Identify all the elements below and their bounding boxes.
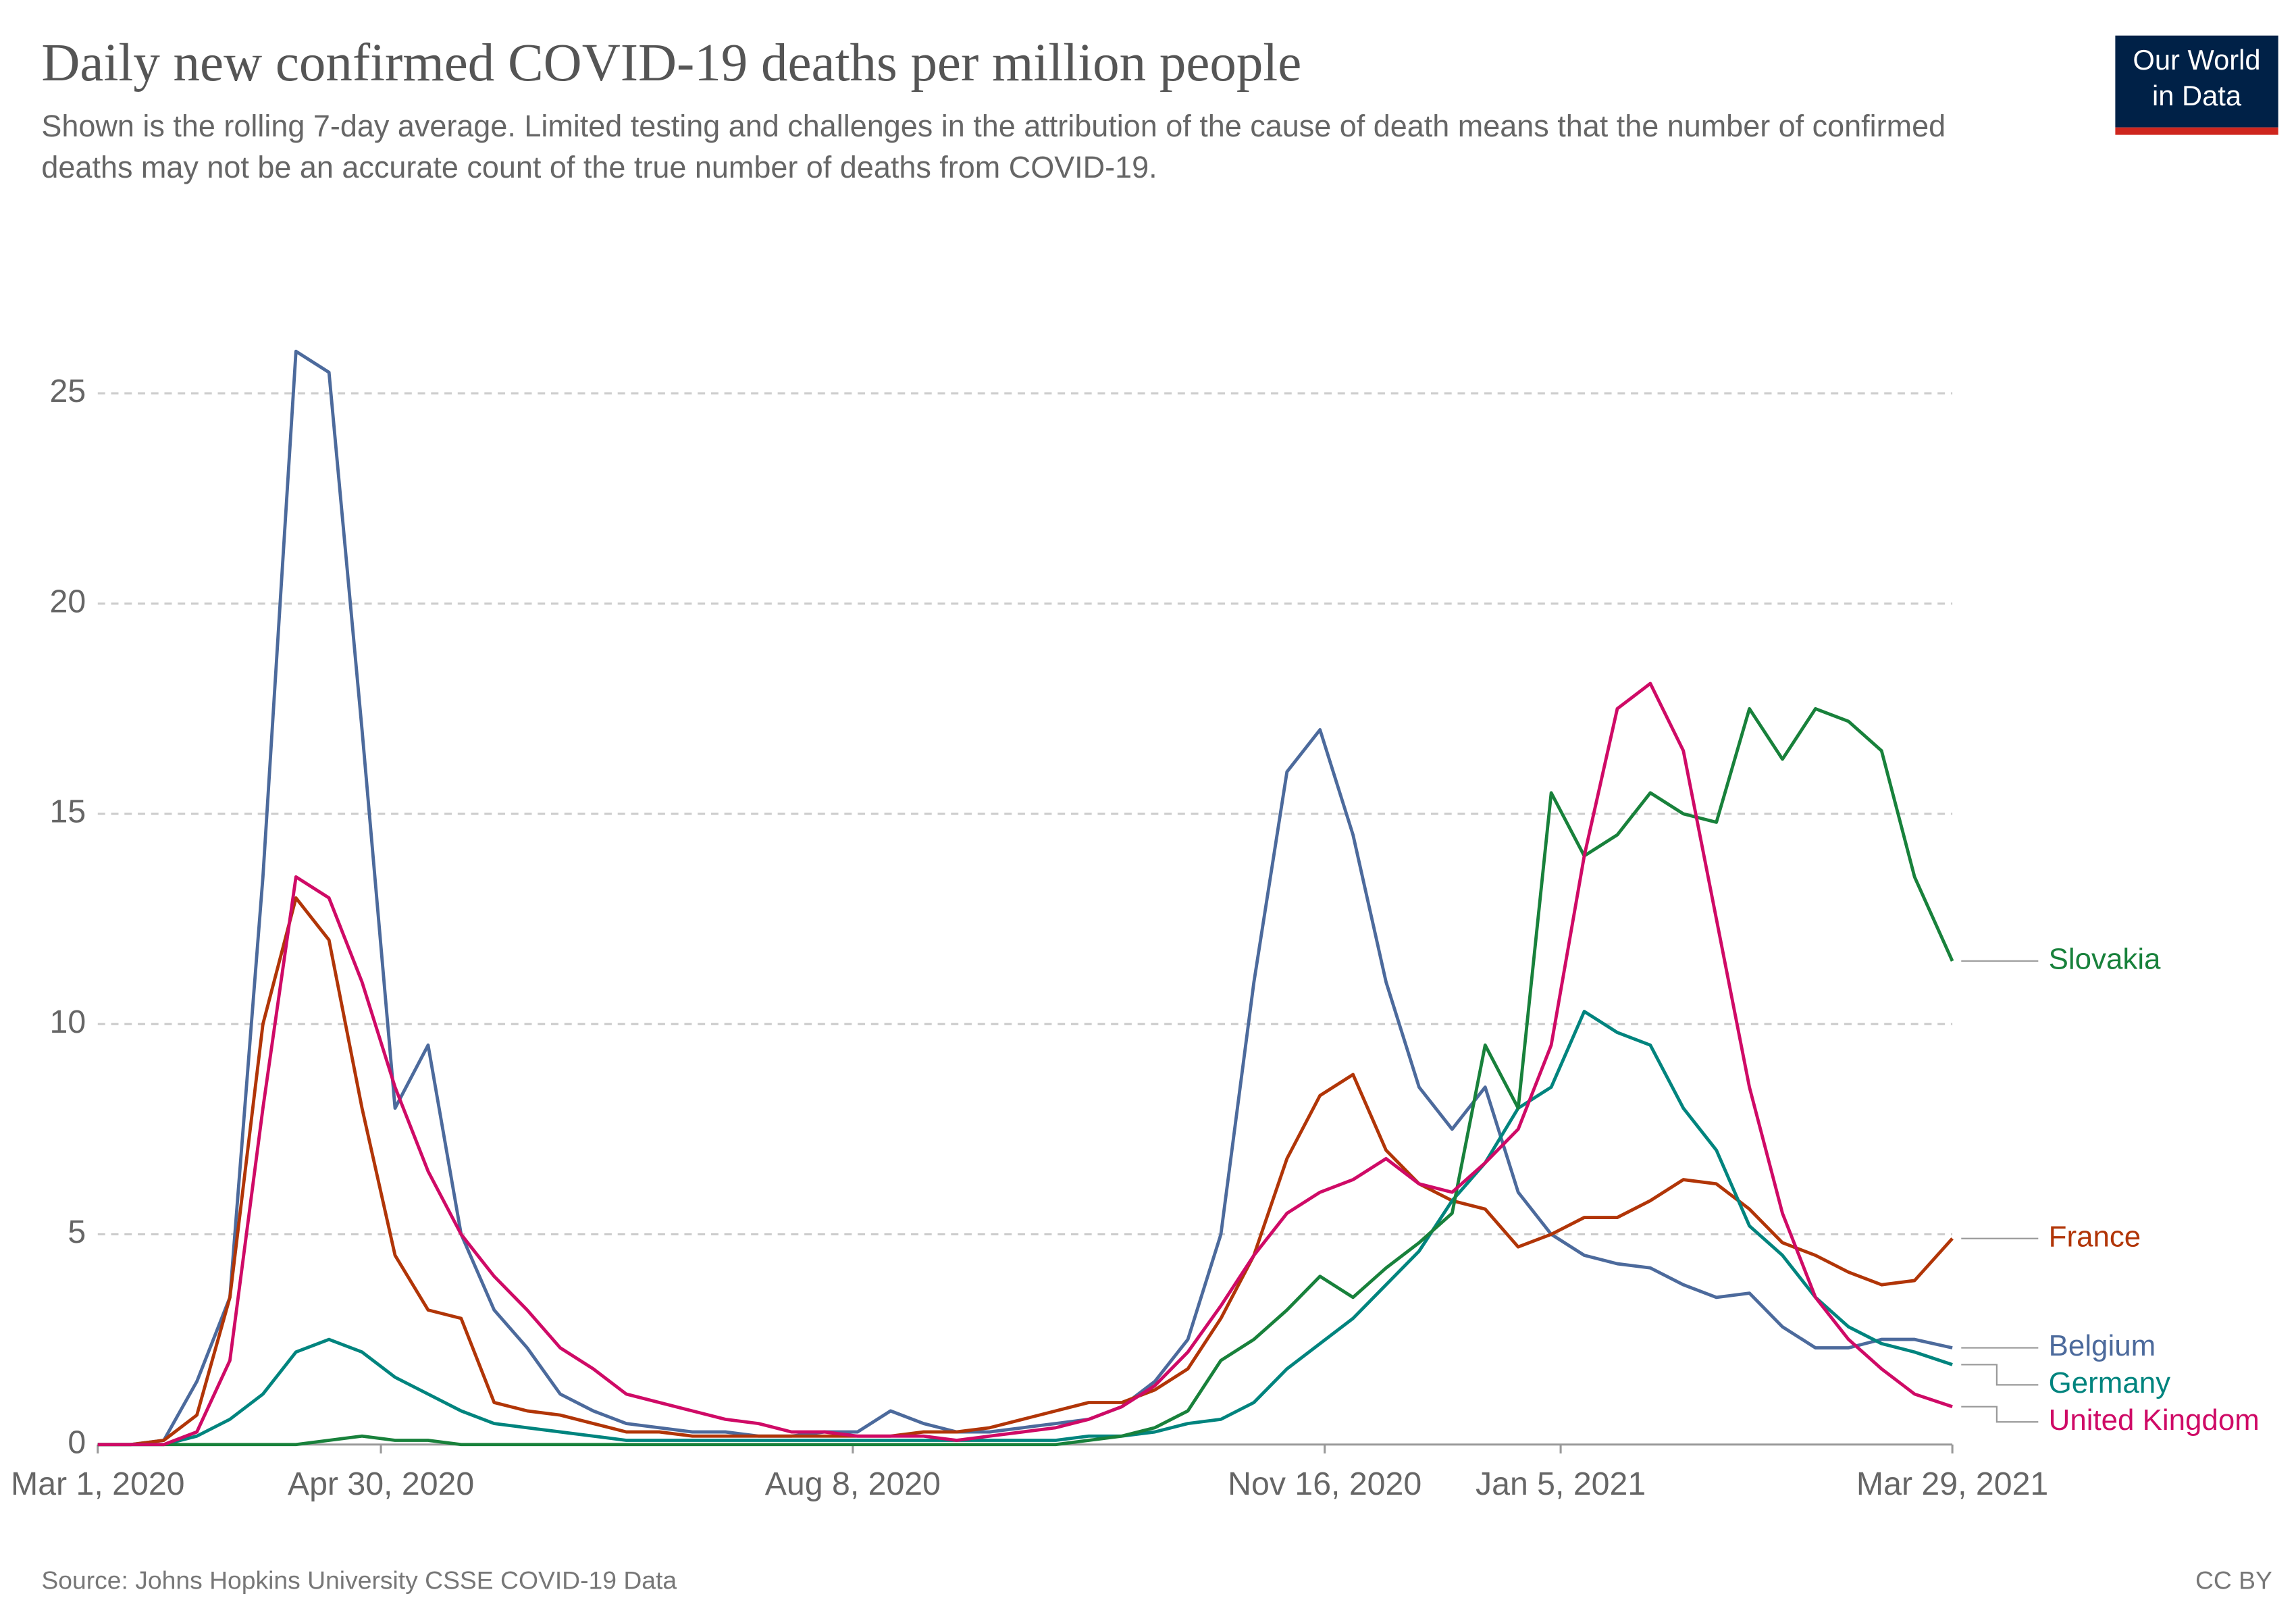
y-tick-label: 20: [50, 583, 86, 619]
license: CC BY: [2195, 1566, 2272, 1595]
subtitle-box: Shown is the rolling 7-day average. Limi…: [41, 109, 1946, 186]
series-label: Germany: [2049, 1366, 2170, 1399]
series-line: [97, 349, 1953, 1447]
label-connector: [1961, 1364, 2039, 1386]
logo-text-box: Our World in Data: [2133, 46, 2261, 113]
series-line: [97, 896, 1954, 1447]
x-tick-label: Mar 29, 2021: [1856, 1466, 2048, 1502]
y-tick-label: 25: [50, 373, 86, 409]
series-label: France: [2049, 1220, 2141, 1253]
series-label: Belgium: [2049, 1329, 2156, 1362]
series-label: United Kingdom: [2049, 1404, 2260, 1437]
source: Source: Johns Hopkins University CSSE CO…: [41, 1566, 677, 1595]
x-tick-label: Jan 5, 2021: [1476, 1466, 1646, 1502]
y-tick-label: 0: [68, 1424, 86, 1460]
chart-title: Daily new confirmed COVID-19 deaths per …: [41, 34, 1301, 93]
x-tick-label: Mar 1, 2020: [11, 1466, 184, 1502]
label-connector: [1961, 1406, 2039, 1423]
series-line: [97, 681, 1953, 1447]
logo: Our World in Data: [2133, 46, 2261, 113]
y-tick-label: 5: [68, 1214, 86, 1250]
chart-subtitle: Shown is the rolling 7-day average. Limi…: [41, 109, 1946, 186]
series-line: [97, 706, 1954, 1447]
x-tick-label: Aug 8, 2020: [765, 1466, 941, 1502]
x-tick-label: Apr 30, 2020: [288, 1466, 474, 1502]
y-tick-label: 10: [50, 1004, 86, 1040]
x-tick-label: Nov 16, 2020: [1228, 1466, 1421, 1502]
logo-bar: [2115, 127, 2278, 135]
series-line: [97, 1010, 1953, 1447]
series-label: Slovakia: [2049, 942, 2161, 975]
y-tick-label: 15: [50, 794, 86, 830]
logo-box: [2115, 35, 2278, 128]
